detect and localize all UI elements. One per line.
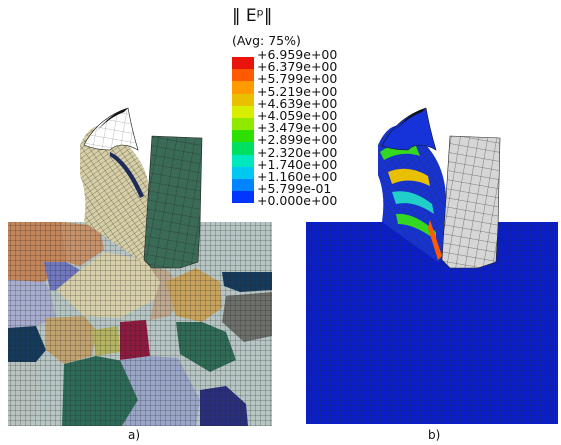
panel-a-caption: a) (128, 428, 141, 442)
tool-b (441, 135, 501, 269)
legend-tick-label: +2.320e+00 (257, 144, 338, 160)
chip-b (378, 107, 446, 262)
legend-swatch (232, 93, 254, 106)
legend-swatch (232, 166, 254, 179)
chip-a (80, 107, 150, 262)
legend-swatch (232, 130, 254, 143)
legend-title: ‖ Eᵖ‖ (232, 6, 273, 26)
legend-swatch (232, 81, 254, 94)
legend-tick-label: +6.959e+00 (257, 47, 338, 62)
legend-tick-label: +1.740e+00 (257, 156, 338, 172)
legend-swatch (232, 105, 254, 118)
legend-tick-label: +3.479e+00 (257, 120, 338, 136)
panel-b (306, 107, 558, 424)
color-legend-bar (232, 57, 254, 204)
legend-swatch (232, 57, 254, 70)
legend-swatch (232, 117, 254, 131)
panel-b-caption: b) (428, 428, 441, 442)
legend-tick-label: +5.799e+00 (257, 71, 338, 87)
legend-swatch (232, 154, 254, 167)
legend-tick-label: +4.059e+00 (257, 108, 338, 123)
legend-tick-label: +0.000e+00 (257, 193, 338, 209)
legend-tick-label: +5.799e-01 (257, 181, 332, 197)
legend-swatch (232, 178, 254, 192)
legend-tick-label: +5.219e+00 (257, 83, 338, 99)
legend-subtitle: (Avg: 75%) (232, 33, 301, 48)
legend-swatch (232, 142, 254, 155)
tool-a (143, 135, 203, 269)
legend-tick-label: +1.160e+00 (257, 169, 338, 184)
panel-a (8, 107, 272, 426)
legend-tick-label: +4.639e+00 (257, 95, 338, 111)
legend-swatch (232, 191, 254, 204)
legend-swatch (232, 69, 254, 82)
legend-tick-label: +2.899e+00 (257, 132, 338, 148)
legend-tick-label: +6.379e+00 (257, 59, 338, 75)
